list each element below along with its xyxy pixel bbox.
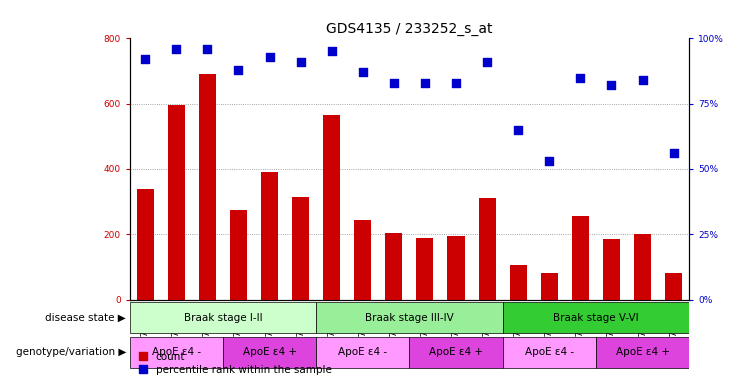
Bar: [479, 199, 496, 300]
Text: genotype/variation ▶: genotype/variation ▶: [16, 347, 126, 358]
Point: [543, 158, 555, 164]
Bar: [448, 236, 465, 300]
Bar: [354, 220, 371, 300]
Point: [419, 80, 431, 86]
Point: [637, 77, 648, 83]
Bar: [199, 74, 216, 300]
Bar: [316, 302, 502, 333]
Text: ApoE ε4 +: ApoE ε4 +: [429, 347, 483, 358]
Bar: [572, 216, 589, 300]
Legend: count, percentile rank within the sample: count, percentile rank within the sample: [135, 348, 336, 379]
Title: GDS4135 / 233252_s_at: GDS4135 / 233252_s_at: [326, 22, 493, 36]
Point: [512, 127, 524, 133]
Text: ApoE ε4 +: ApoE ε4 +: [616, 347, 670, 358]
Bar: [261, 172, 278, 300]
Bar: [665, 273, 682, 300]
Point: [233, 67, 245, 73]
Bar: [502, 337, 596, 368]
Bar: [541, 273, 558, 300]
Bar: [136, 189, 154, 300]
Point: [574, 74, 586, 81]
Bar: [634, 234, 651, 300]
Bar: [409, 337, 502, 368]
Bar: [130, 337, 223, 368]
Bar: [316, 337, 409, 368]
Bar: [416, 237, 433, 300]
Point: [170, 46, 182, 52]
Point: [668, 150, 679, 156]
Bar: [230, 210, 247, 300]
Point: [326, 48, 338, 55]
Point: [388, 80, 400, 86]
Bar: [510, 265, 527, 300]
Text: ApoE ε4 -: ApoE ε4 -: [338, 347, 388, 358]
Point: [139, 56, 151, 62]
Text: ApoE ε4 +: ApoE ε4 +: [242, 347, 296, 358]
Bar: [502, 302, 689, 333]
Point: [481, 59, 493, 65]
Point: [264, 54, 276, 60]
Point: [295, 59, 307, 65]
Point: [357, 69, 369, 75]
Text: disease state ▶: disease state ▶: [45, 313, 126, 323]
Bar: [130, 302, 316, 333]
Text: Braak stage V-VI: Braak stage V-VI: [553, 313, 639, 323]
Bar: [223, 337, 316, 368]
Bar: [292, 197, 309, 300]
Point: [605, 82, 617, 88]
Text: Braak stage III-IV: Braak stage III-IV: [365, 313, 453, 323]
Bar: [603, 239, 620, 300]
Bar: [596, 337, 689, 368]
Text: ApoE ε4 -: ApoE ε4 -: [152, 347, 201, 358]
Point: [202, 46, 213, 52]
Text: ApoE ε4 -: ApoE ε4 -: [525, 347, 574, 358]
Bar: [385, 233, 402, 300]
Bar: [167, 105, 185, 300]
Point: [450, 80, 462, 86]
Bar: [323, 115, 340, 300]
Text: Braak stage I-II: Braak stage I-II: [184, 313, 262, 323]
